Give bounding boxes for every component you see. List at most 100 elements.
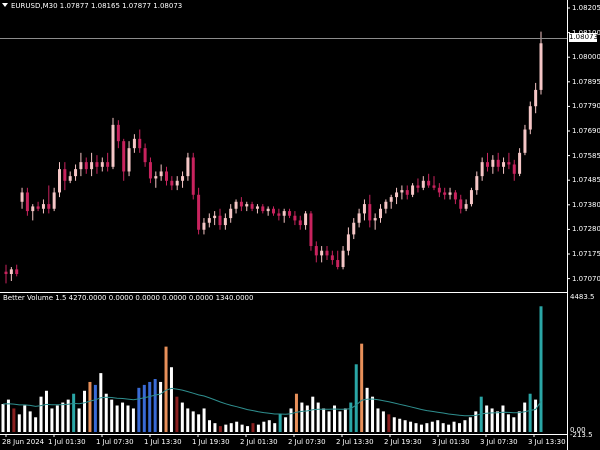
time-axis-label: 2 Jul 01:30 bbox=[240, 438, 278, 446]
candle-body bbox=[31, 206, 35, 212]
volume-bar bbox=[175, 396, 179, 432]
volume-bar bbox=[322, 408, 326, 432]
candle-body bbox=[395, 192, 399, 198]
volume-bar bbox=[284, 417, 288, 432]
volume-bar bbox=[403, 420, 407, 432]
volume-bar bbox=[409, 421, 413, 432]
candle-body bbox=[507, 162, 511, 165]
volume-bar bbox=[392, 417, 396, 432]
volume-bar bbox=[419, 424, 423, 432]
volume-bar bbox=[66, 399, 70, 432]
volume-bar bbox=[360, 343, 364, 432]
volume-bar bbox=[327, 411, 331, 432]
axis-ticks bbox=[5, 7, 570, 437]
volume-bar bbox=[164, 346, 168, 432]
volume-bar bbox=[414, 423, 418, 432]
volume-bar bbox=[501, 405, 505, 432]
volume-bar bbox=[387, 414, 391, 432]
volume-bar bbox=[1, 404, 5, 432]
volume-bar bbox=[99, 373, 103, 432]
candle-body bbox=[512, 164, 516, 174]
price-axis-label: 1.07485 bbox=[572, 176, 600, 185]
volume-bar bbox=[61, 402, 65, 432]
candle-body bbox=[106, 162, 110, 167]
candle-body bbox=[411, 185, 415, 195]
dropdown-triangle-icon[interactable] bbox=[2, 3, 8, 7]
candle-body bbox=[528, 106, 532, 130]
candle-body bbox=[298, 220, 302, 226]
candle-body bbox=[469, 190, 473, 205]
volume-bar bbox=[441, 423, 445, 432]
candle-body bbox=[309, 213, 313, 247]
time-axis-label: 1 Jul 07:30 bbox=[96, 438, 134, 446]
volume-bar bbox=[186, 408, 190, 432]
price-axis-label: 1.08000 bbox=[572, 53, 600, 62]
candle-body bbox=[352, 222, 356, 235]
price-axis-label: 1.07895 bbox=[572, 77, 600, 86]
time-axis-label: 28 Jun 2024 bbox=[2, 438, 45, 446]
volume-bar bbox=[93, 384, 97, 432]
candle-body bbox=[389, 197, 393, 202]
volume-bar bbox=[142, 384, 146, 432]
candle-body bbox=[341, 250, 345, 268]
volume-bar bbox=[273, 423, 277, 432]
volume-bar bbox=[34, 417, 38, 432]
candle-body bbox=[223, 218, 227, 226]
volume-bar bbox=[490, 408, 494, 432]
volume-bar bbox=[213, 423, 217, 432]
candle-body bbox=[336, 260, 340, 268]
candle-body bbox=[202, 222, 206, 230]
volume-bar bbox=[539, 306, 543, 432]
volume-bar bbox=[208, 420, 212, 432]
volume-bar bbox=[229, 423, 233, 432]
volume-bar bbox=[349, 402, 353, 432]
chart-title[interactable]: EURUSD,M30 1.07877 1.08165 1.07877 1.080… bbox=[2, 2, 182, 11]
candle-body bbox=[379, 208, 382, 219]
candle-body bbox=[368, 204, 372, 221]
candle-body bbox=[154, 176, 158, 179]
candle-body bbox=[480, 162, 484, 177]
volume-bar bbox=[110, 399, 114, 432]
time-axis-label: 2 Jul 19:30 bbox=[384, 438, 422, 446]
volume-bar bbox=[191, 411, 195, 432]
volume-bar bbox=[496, 411, 500, 432]
volume-scale-zero: 0.00 bbox=[570, 426, 586, 434]
candle-body bbox=[427, 180, 431, 186]
candle-body bbox=[143, 148, 147, 163]
volume-bar bbox=[218, 426, 222, 432]
time-axis-label: 3 Jul 13:30 bbox=[528, 438, 566, 446]
candle-body bbox=[464, 204, 468, 209]
candle-body bbox=[122, 141, 126, 172]
candle-body bbox=[41, 204, 45, 209]
volume-bar bbox=[121, 402, 125, 432]
volume-bar bbox=[83, 390, 87, 432]
candle-body bbox=[197, 194, 201, 230]
volume-bar bbox=[354, 364, 358, 432]
candle-body bbox=[138, 138, 142, 149]
volume-bar bbox=[371, 396, 375, 432]
candle-body bbox=[330, 255, 334, 261]
volume-bar bbox=[104, 393, 108, 432]
price-axis-label: 1.08205 bbox=[572, 4, 600, 12]
volume-bar bbox=[197, 414, 201, 432]
volume-bar bbox=[365, 387, 369, 432]
price-axis-label: 1.07280 bbox=[572, 225, 600, 234]
volume-bar bbox=[17, 414, 21, 432]
time-axis-label: 2 Jul 07:30 bbox=[288, 438, 326, 446]
volume-bar bbox=[517, 411, 521, 432]
candle-body bbox=[459, 199, 463, 209]
volume-bar bbox=[338, 411, 342, 432]
candle-body bbox=[357, 213, 361, 223]
candle-body bbox=[443, 192, 447, 195]
indicator-title: Better Volume 1.5 4270.0000 0.0000 0.000… bbox=[3, 294, 254, 302]
candle-body bbox=[416, 185, 420, 188]
candle-body bbox=[74, 169, 78, 177]
price-axis-label: 1.08100 bbox=[572, 28, 600, 37]
candle-body bbox=[518, 152, 522, 174]
candle-body bbox=[491, 159, 495, 167]
volume-bar bbox=[39, 396, 43, 432]
candle-body bbox=[229, 208, 233, 219]
volume-bar bbox=[55, 405, 59, 432]
candle-body bbox=[9, 269, 13, 275]
